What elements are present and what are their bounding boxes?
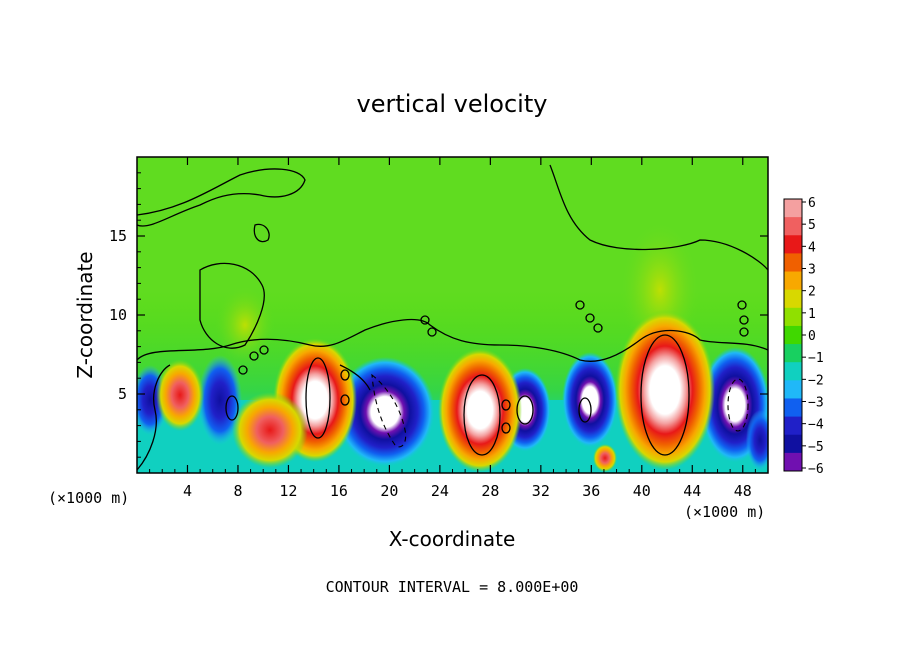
x-axis-title: X-coordinate: [389, 527, 516, 551]
colorbar-swatch: [784, 217, 802, 236]
colorbar-label: −2: [808, 373, 824, 388]
contour-line: [340, 394, 350, 406]
y-tick-label: 10: [109, 306, 127, 324]
contour-line: [339, 364, 371, 391]
contour-line: [253, 223, 270, 243]
x-unit-left: (×1000 m): [48, 489, 129, 507]
colorbar-label: 5: [808, 218, 816, 233]
field: [137, 157, 768, 473]
contour-line: [593, 323, 603, 333]
colorbar-label: −6: [808, 462, 824, 477]
x-tick-label: 40: [633, 482, 651, 500]
downdraft-36: [562, 352, 618, 448]
colorbar-label: 6: [808, 196, 816, 211]
x-tick-label: 20: [380, 482, 398, 500]
contour-line: [739, 315, 749, 325]
updraft-37: [593, 444, 617, 472]
contour-line: [737, 300, 747, 310]
downdraft-6: [198, 355, 242, 445]
colorbar-label: 0: [808, 329, 816, 344]
colorbar-label: −1: [808, 351, 824, 366]
contour-line: [427, 327, 437, 337]
x-tick-label: 44: [683, 482, 701, 500]
colorbar-swatch: [784, 325, 802, 345]
contour-line: [501, 399, 511, 411]
downdraft-20: [335, 357, 435, 467]
colorbar-swatch: [784, 307, 802, 327]
x-tick-label: 8: [233, 482, 242, 500]
x-tick-label: 16: [330, 482, 348, 500]
colorbar-swatch: [784, 380, 802, 399]
x-tick-label: 24: [431, 482, 449, 500]
colorbar-label: −3: [808, 396, 824, 411]
updraft-10: [232, 392, 308, 468]
colorbar-swatch: [784, 271, 802, 291]
x-unit-right: (×1000 m): [684, 503, 765, 521]
contour-line: [249, 351, 259, 361]
colorbar-swatch: [784, 253, 802, 273]
contour-line: [739, 327, 749, 337]
y-axis-title: Z-coordinate: [73, 251, 97, 378]
colorbar-swatch: [784, 398, 802, 418]
contour-line: [501, 422, 511, 434]
colorbar-label: −4: [808, 418, 824, 433]
colorbar-swatch: [784, 434, 802, 454]
contour-line: [137, 318, 768, 362]
colorbar-swatch: [784, 416, 802, 436]
colorbar: 6 5 4 3 2 1 0 −1 −2 −3 −4 −5 −6: [783, 196, 824, 477]
colorbar-swatch: [784, 199, 802, 218]
contour-line: [305, 357, 331, 439]
contour-line: [516, 395, 534, 425]
colorbar-label: −5: [808, 440, 824, 455]
colorbar-swatch: [784, 235, 802, 254]
x-tick-label: 4: [183, 482, 192, 500]
colorbar-label: 1: [808, 307, 816, 322]
contours: [137, 164, 768, 471]
x-tick-label: 36: [582, 482, 600, 500]
y-tick-label: 5: [118, 385, 127, 403]
contour-line: [420, 315, 430, 325]
contour-line: [585, 313, 595, 323]
updraft-27: [438, 348, 522, 472]
colorbar-swatch: [784, 362, 802, 381]
x-tick-label: 48: [734, 482, 752, 500]
contour-line: [199, 262, 265, 349]
contour-line: [575, 300, 585, 310]
contour-line-dashed: [727, 378, 749, 432]
contour-line: [137, 168, 306, 227]
contour-line: [578, 397, 592, 423]
contour-line: [463, 374, 501, 456]
chart-title: vertical velocity: [357, 90, 548, 118]
downdraft-50: [746, 410, 768, 470]
contour-line: [549, 164, 768, 271]
contour-line: [238, 365, 248, 375]
updraft-3: [156, 359, 204, 431]
contour-line: [640, 334, 690, 456]
contour-line: [259, 345, 269, 355]
colorbar-label: 4: [808, 240, 816, 255]
updraft-41: [615, 310, 715, 470]
colorbar-label: 2: [808, 285, 816, 300]
contour-interval-note: CONTOUR INTERVAL = 8.000E+00: [326, 578, 579, 596]
contour-line: [225, 395, 239, 421]
colorbar-swatch: [784, 452, 802, 472]
x-tick-label: 32: [532, 482, 550, 500]
contour-line-dashed: [371, 373, 407, 448]
x-axis: 4 8 12 16 20 24 28 32 36 40 44 48: [149, 157, 756, 500]
colorbar-label: 3: [808, 263, 816, 278]
x-tick-label: 12: [279, 482, 297, 500]
x-tick-label: 28: [481, 482, 499, 500]
contours-negative: [371, 373, 749, 448]
contour-line: [340, 369, 350, 381]
contour-line: [137, 364, 171, 471]
y-axis: 5 10 15: [109, 172, 768, 458]
colorbar-swatch: [784, 289, 802, 309]
y-tick-label: 15: [109, 227, 127, 245]
colorbar-swatch: [784, 344, 802, 363]
